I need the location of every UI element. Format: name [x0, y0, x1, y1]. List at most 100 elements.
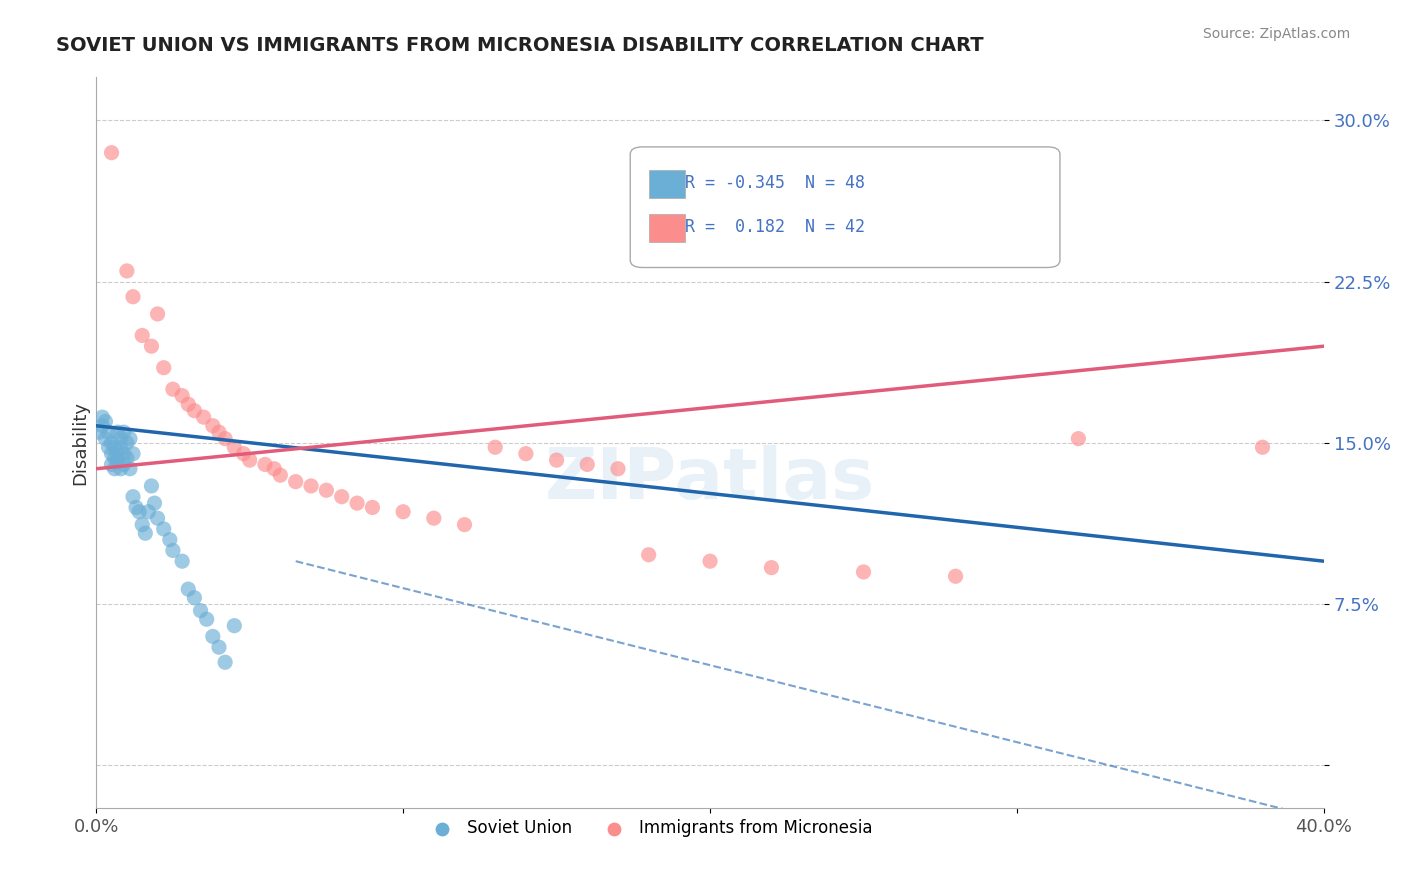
Point [91, 418, 114, 433]
Point [97, 425, 120, 440]
Point [201, 630, 224, 644]
Text: R = -0.345  N = 48: R = -0.345 N = 48 [686, 175, 866, 193]
Point [201, 418, 224, 433]
Point [107, 453, 129, 467]
Text: Source: ZipAtlas.com: Source: ZipAtlas.com [1202, 27, 1350, 41]
Point [699, 554, 721, 568]
Point [299, 479, 322, 493]
Point [100, 436, 122, 450]
Point [239, 453, 262, 467]
Point [637, 548, 659, 562]
Point [361, 500, 384, 515]
Point [852, 565, 875, 579]
Point [330, 490, 353, 504]
Point [183, 403, 205, 417]
Point [761, 560, 783, 574]
Text: R =  0.182  N = 42: R = 0.182 N = 42 [686, 219, 866, 236]
Point [269, 468, 291, 483]
FancyBboxPatch shape [630, 147, 1060, 268]
Point [128, 505, 150, 519]
Point [208, 425, 231, 440]
Point [100, 447, 122, 461]
Point [607, 461, 630, 475]
Point [284, 475, 307, 489]
Point [177, 582, 200, 596]
Point [193, 410, 215, 425]
Point [224, 440, 246, 454]
Point [91, 410, 114, 425]
Point [346, 496, 368, 510]
Point [162, 543, 184, 558]
Point [115, 436, 138, 450]
Point [94, 414, 117, 428]
Point [152, 360, 174, 375]
Point [263, 461, 285, 475]
Point [453, 517, 475, 532]
Point [146, 511, 169, 525]
Point [484, 440, 506, 454]
Point [131, 517, 153, 532]
Point [195, 612, 218, 626]
Point [423, 511, 446, 525]
Point [224, 618, 246, 632]
Point [104, 440, 127, 454]
Point [110, 461, 132, 475]
Point [214, 655, 236, 669]
Point [159, 533, 181, 547]
Point [131, 328, 153, 343]
Point [183, 591, 205, 605]
Point [392, 505, 415, 519]
Point [112, 425, 135, 440]
Point [118, 461, 141, 475]
Point [141, 479, 163, 493]
Point [122, 447, 145, 461]
Point [214, 432, 236, 446]
Point [172, 389, 194, 403]
Bar [648, 214, 686, 242]
Point [110, 440, 132, 454]
Point [208, 640, 231, 655]
Point [190, 604, 212, 618]
Point [143, 496, 166, 510]
Point [122, 490, 145, 504]
Point [172, 554, 194, 568]
Point [138, 505, 160, 519]
Legend: Soviet Union, Immigrants from Micronesia: Soviet Union, Immigrants from Micronesia [419, 813, 879, 844]
Point [141, 339, 163, 353]
Point [97, 440, 120, 454]
Point [146, 307, 169, 321]
Point [107, 425, 129, 440]
Point [576, 458, 599, 472]
Point [177, 397, 200, 411]
Point [122, 290, 145, 304]
Point [546, 453, 568, 467]
Y-axis label: Disability: Disability [72, 401, 89, 485]
Point [134, 526, 156, 541]
Point [94, 432, 117, 446]
Point [515, 447, 537, 461]
Point [315, 483, 337, 498]
Point [112, 458, 135, 472]
Point [152, 522, 174, 536]
Point [945, 569, 967, 583]
Point [253, 458, 276, 472]
Point [100, 458, 122, 472]
Point [104, 450, 127, 465]
Point [1251, 440, 1274, 454]
Bar [648, 170, 686, 198]
Point [118, 432, 141, 446]
Point [110, 432, 132, 446]
Text: ZIPatlas: ZIPatlas [546, 445, 875, 514]
Text: SOVIET UNION VS IMMIGRANTS FROM MICRONESIA DISABILITY CORRELATION CHART: SOVIET UNION VS IMMIGRANTS FROM MICRONES… [56, 36, 984, 54]
Point [104, 461, 127, 475]
Point [100, 145, 122, 160]
Point [115, 264, 138, 278]
Point [115, 450, 138, 465]
Point [112, 447, 135, 461]
Point [162, 382, 184, 396]
Point [107, 447, 129, 461]
Point [1067, 432, 1090, 446]
Point [89, 425, 111, 440]
Point [232, 447, 254, 461]
Point [125, 500, 148, 515]
